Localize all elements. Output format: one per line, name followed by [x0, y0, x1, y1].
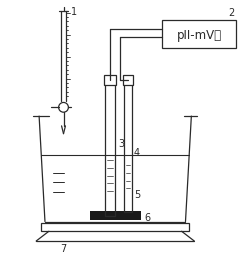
Text: pII-mV计: pII-mV计 — [177, 28, 222, 41]
Bar — [105, 76, 116, 86]
Text: 1: 1 — [71, 7, 77, 17]
Text: 2: 2 — [228, 8, 234, 18]
Text: 5: 5 — [134, 189, 140, 199]
Bar — [41, 224, 189, 231]
Bar — [123, 76, 133, 86]
Text: 6: 6 — [144, 212, 151, 222]
Bar — [162, 21, 236, 49]
Text: 3: 3 — [118, 139, 124, 149]
Bar — [90, 211, 141, 220]
Text: 4: 4 — [134, 148, 140, 157]
Text: 7: 7 — [61, 243, 67, 253]
